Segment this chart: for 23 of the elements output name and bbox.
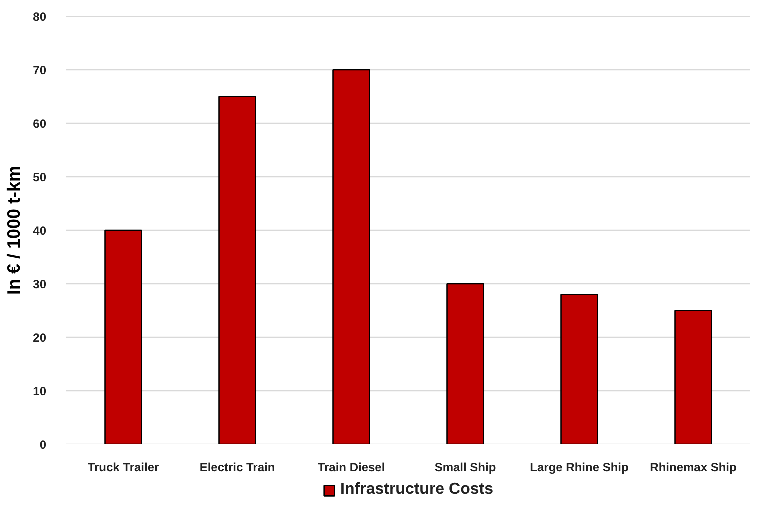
bar — [332, 69, 370, 444]
bar — [674, 310, 712, 444]
x-tick-label: Electric Train — [200, 460, 276, 474]
y-axis-title: In € / 1000 t-km — [4, 166, 24, 296]
bar — [446, 283, 484, 444]
x-tick-label: Large Rhine Ship — [530, 460, 629, 474]
x-tick-label: Rhinemax Ship — [650, 460, 737, 474]
y-tick-label: 10 — [33, 384, 47, 398]
y-tick-label: 60 — [33, 117, 47, 131]
y-tick-label: 50 — [33, 170, 47, 184]
bar — [104, 230, 142, 444]
bar — [218, 96, 256, 444]
y-tick-label: 0 — [40, 438, 47, 452]
bar — [560, 294, 598, 444]
x-tick-label: Truck Trailer — [88, 460, 160, 474]
y-tick-label: 20 — [33, 331, 47, 345]
y-tick-label: 40 — [33, 224, 47, 238]
y-tick-label: 70 — [33, 64, 47, 78]
x-tick-label: Small Ship — [434, 460, 496, 474]
legend-label: Infrastructure Costs — [340, 481, 494, 499]
x-tick-label: Train Diesel — [318, 460, 386, 474]
y-tick-label: 30 — [33, 278, 47, 292]
y-tick-label: 80 — [33, 10, 47, 24]
